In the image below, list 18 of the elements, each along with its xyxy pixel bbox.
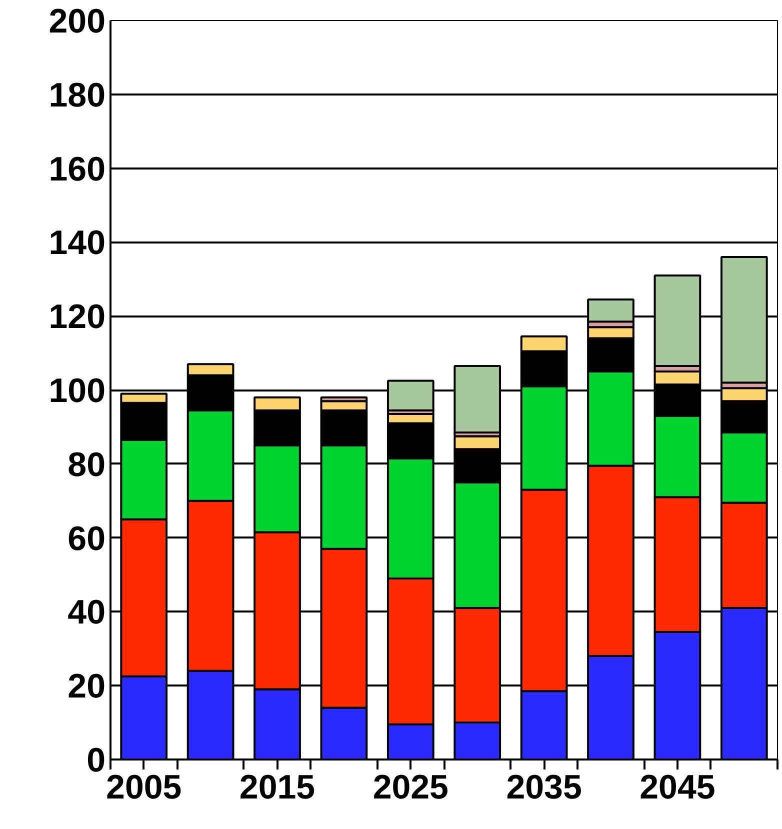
bar [386, 380, 434, 412]
x-tick-label: 2035 [506, 768, 582, 806]
y-tick-label: 40 [68, 594, 106, 632]
y-tick-label: 60 [68, 520, 106, 558]
x-tick-label: 2015 [239, 768, 316, 806]
y-tick-label: 120 [48, 298, 106, 336]
x-tick-label: 2025 [372, 768, 448, 806]
y-tick-label: 160 [48, 150, 106, 188]
y-tick-label: 140 [48, 224, 106, 262]
y-tick-label: 200 [48, 2, 106, 40]
x-tick-label: 2045 [640, 768, 716, 806]
y-tick-label: 180 [48, 76, 106, 114]
y-tick-label: 80 [68, 446, 106, 484]
y-tick-label: 20 [68, 668, 106, 706]
y-tick-label: 100 [48, 372, 106, 410]
x-tick-label: 2005 [106, 768, 182, 806]
bar [454, 364, 502, 434]
y-tick-label: 0 [86, 742, 106, 780]
